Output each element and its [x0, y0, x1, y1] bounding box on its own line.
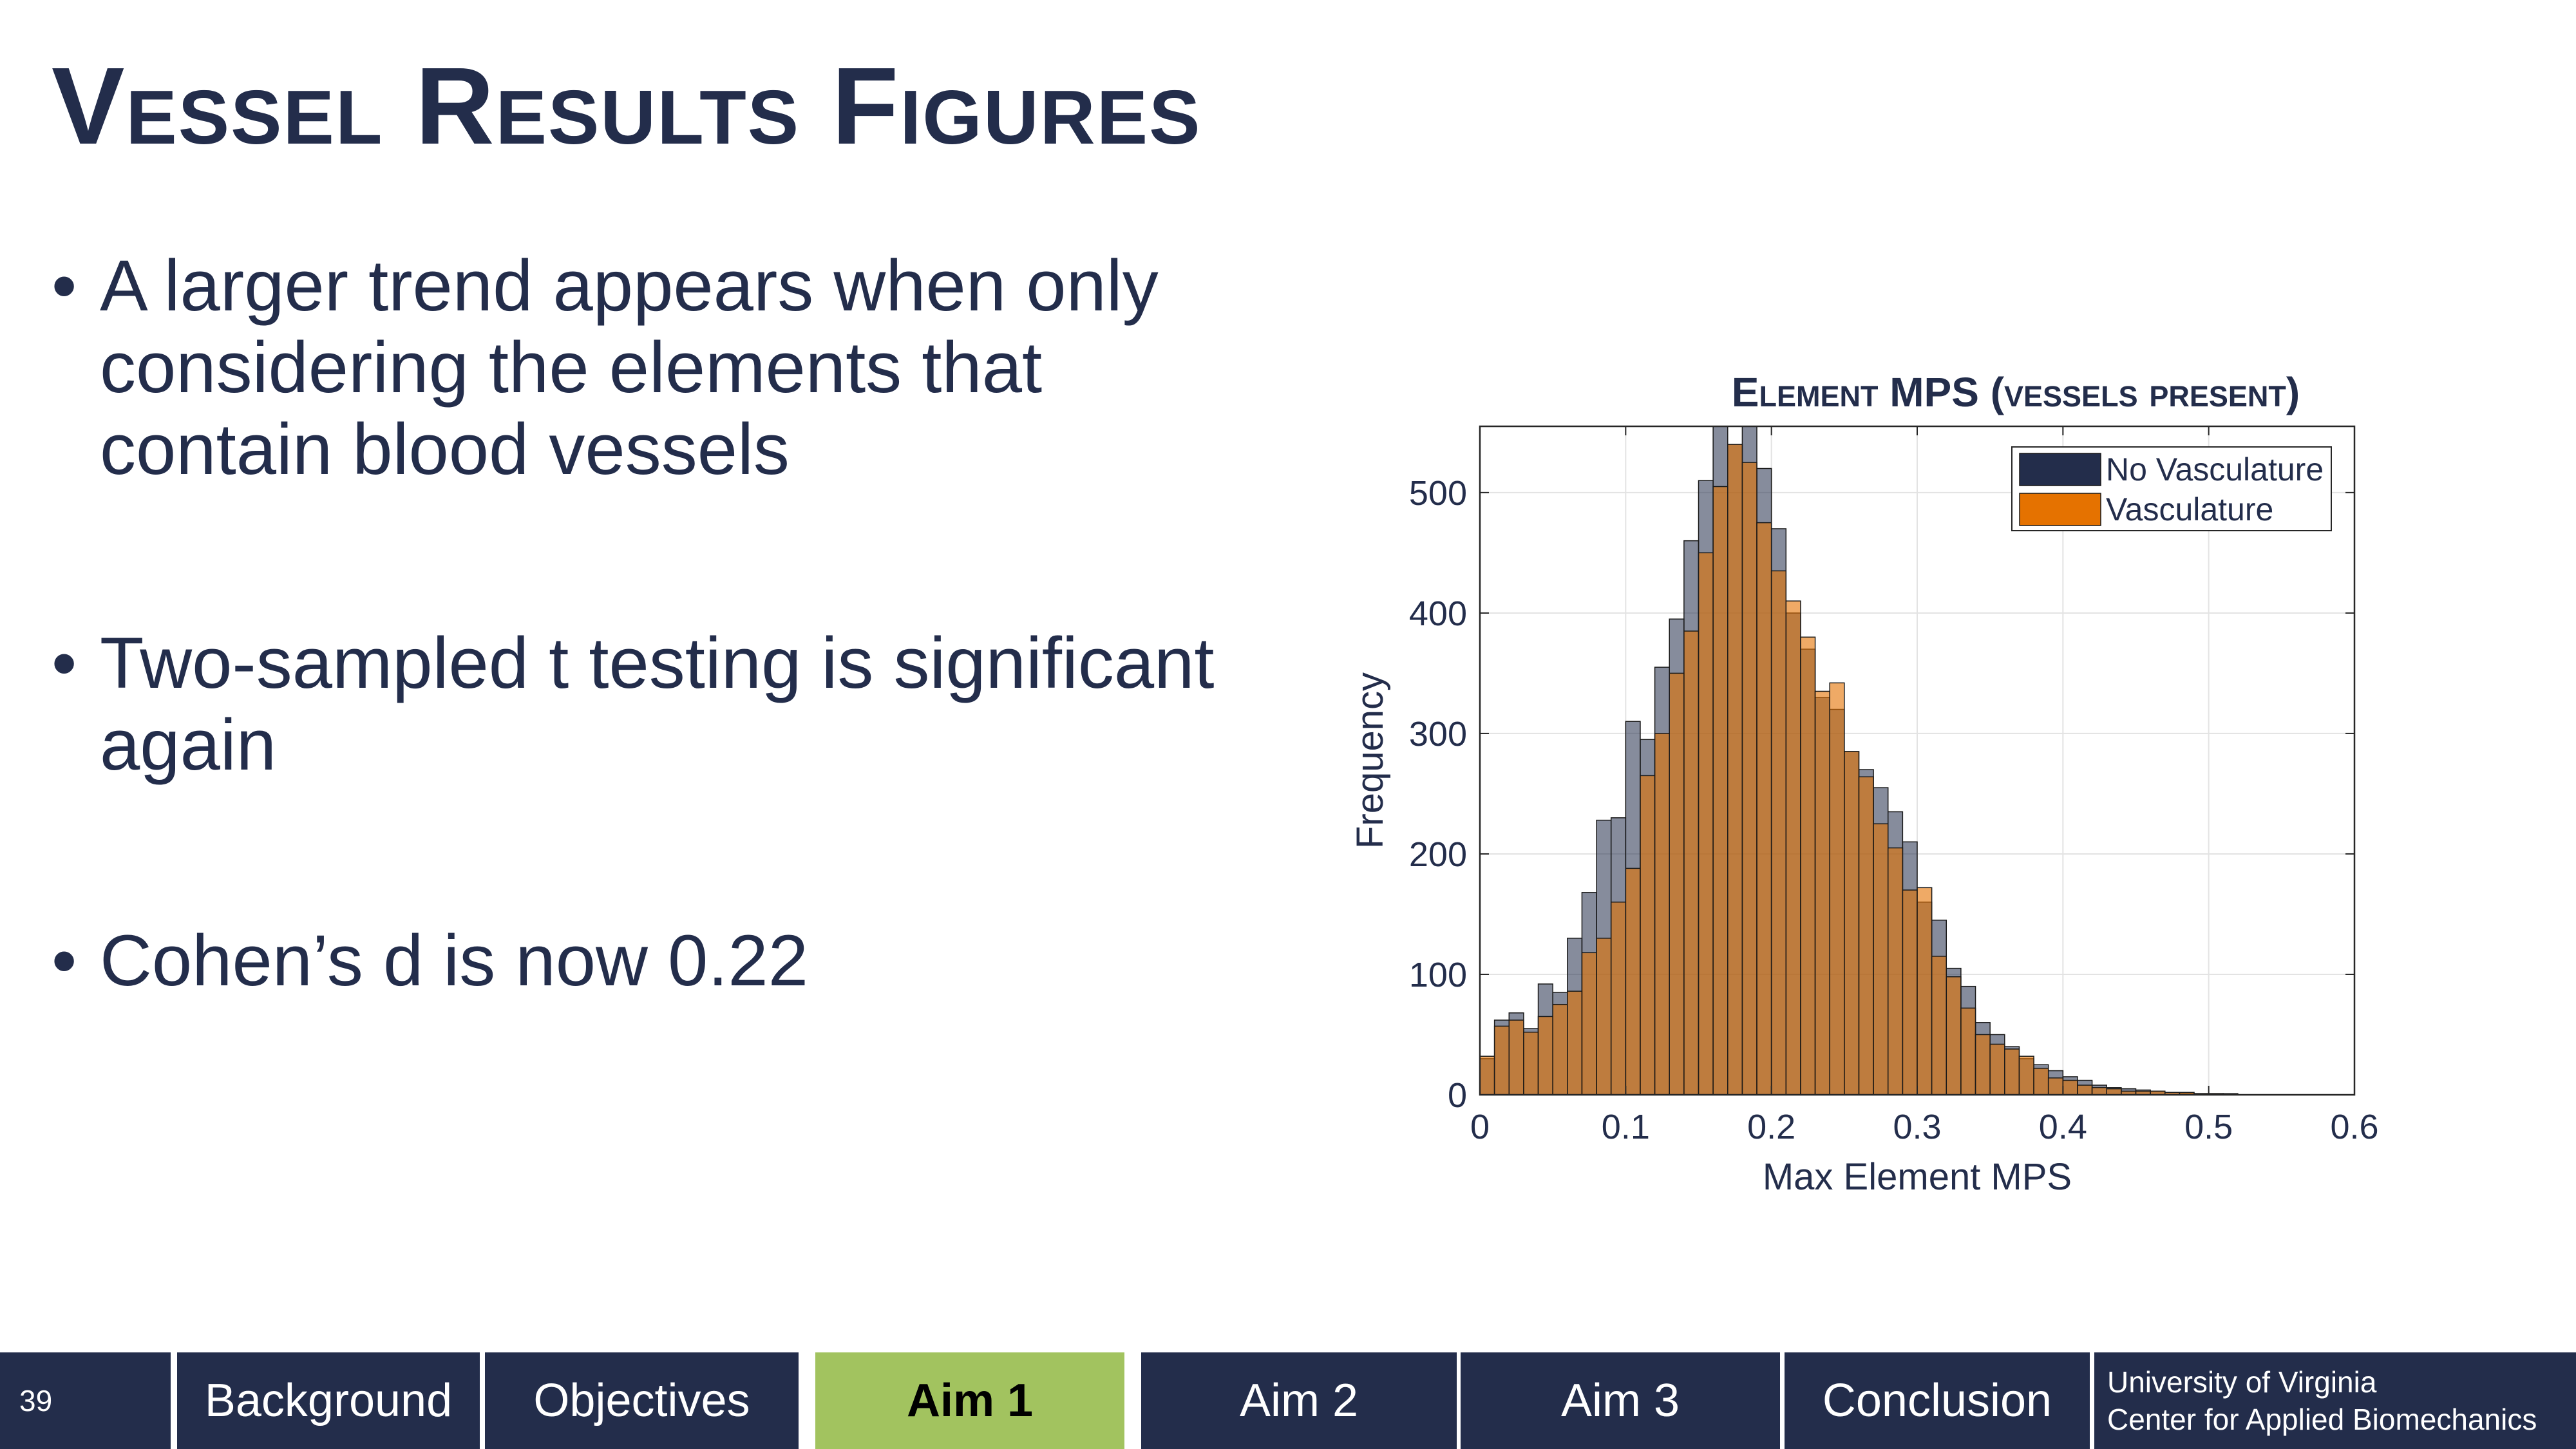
histogram-bar	[1493, 1025, 1510, 1095]
slide-title: Vessel Results Figures	[52, 45, 1202, 167]
footer-nav: 39 Background Objectives Aim 1 Aim 2 Aim…	[0, 1352, 2576, 1449]
histogram-bar	[1698, 552, 1714, 1095]
histogram-bar	[1931, 956, 1947, 1095]
histogram-bar	[1917, 887, 1933, 1095]
histogram-bar	[1640, 775, 1656, 1095]
histogram-bar	[1829, 682, 1845, 1095]
histogram-bar	[2106, 1088, 2122, 1095]
histogram-bar	[1741, 462, 1757, 1095]
tab-aim-2[interactable]: Aim 2	[1141, 1352, 1457, 1449]
chart-title: Element MPS (vessels present)	[1731, 369, 2300, 415]
y-tick-label: 200	[1409, 835, 1467, 874]
university-name: University of Virginia	[2107, 1365, 2377, 1399]
histogram-bar	[1873, 823, 1889, 1095]
x-tick-label: 0.2	[1747, 1108, 1795, 1146]
histogram-bar	[1610, 902, 1627, 1095]
x-axis-label: Max Element MPS	[1763, 1156, 2072, 1198]
tab-aim-1[interactable]: Aim 1	[815, 1352, 1124, 1449]
histogram-bar	[1669, 672, 1685, 1095]
x-tick-label: 0	[1470, 1108, 1490, 1146]
histogram-bar	[1800, 636, 1816, 1095]
histogram-bar	[1844, 751, 1860, 1095]
histogram-bar	[1683, 630, 1700, 1095]
histogram-bar	[1552, 1003, 1568, 1095]
histogram-bar	[2047, 1077, 2064, 1095]
histogram-bar	[1946, 976, 1962, 1095]
histogram-bar	[1975, 1034, 1991, 1095]
histogram-bar	[2033, 1068, 2049, 1095]
center-name: Center for Applied Biomechanics	[2107, 1403, 2537, 1436]
histogram-bar	[1727, 444, 1743, 1095]
histogram-bar	[2004, 1048, 2020, 1095]
histogram-bar	[1785, 600, 1801, 1095]
histogram-bar	[1523, 1031, 1539, 1095]
x-tick-label: 0.1	[1602, 1108, 1650, 1146]
histogram-bar	[2091, 1087, 2107, 1095]
y-tick-label: 0	[1448, 1076, 1467, 1115]
histogram-bar	[1537, 1016, 1553, 1095]
histogram-bar	[1654, 733, 1670, 1095]
bullet-item: Cohen’s d is now 0.22	[52, 920, 1259, 1001]
tab-objectives[interactable]: Objectives	[485, 1352, 799, 1449]
histogram-bar	[1887, 847, 1904, 1095]
x-tick-label: 0.4	[2039, 1108, 2087, 1146]
tab-aim-3[interactable]: Aim 3	[1461, 1352, 1780, 1449]
legend-swatch	[2019, 493, 2101, 526]
histogram-bar	[1479, 1056, 1495, 1095]
y-tick-label: 100	[1409, 956, 1467, 994]
x-tick-label: 0.6	[2330, 1108, 2378, 1146]
y-tick-label: 500	[1409, 474, 1467, 513]
x-tick-label: 0.3	[1893, 1108, 1941, 1146]
histogram-bar	[1858, 776, 1874, 1095]
university-block: University of Virginia Center for Applie…	[2094, 1352, 2576, 1449]
histogram-bar	[1989, 1043, 2005, 1095]
histogram-bar	[2018, 1056, 2034, 1095]
tab-background[interactable]: Background	[177, 1352, 480, 1449]
histogram-bar	[1596, 938, 1612, 1095]
y-tick-label: 400	[1409, 594, 1467, 633]
histogram-bar	[1581, 952, 1597, 1095]
y-tick-label: 300	[1409, 715, 1467, 753]
histogram-bar	[1960, 1007, 1976, 1095]
histogram-bar	[2077, 1084, 2093, 1095]
histogram-bar	[1625, 867, 1641, 1095]
bullet-item: Two-sampled t testing is significant aga…	[52, 622, 1323, 786]
y-axis-label: Frequency	[1349, 672, 1391, 849]
histogram-bar	[1756, 522, 1772, 1095]
histogram-bar	[1902, 889, 1918, 1095]
histogram-chart: 0 0.1 0.2 0.3 0.4 0.5 0.6 0 100 200 300 400 500 Max E…	[1349, 425, 2379, 1198]
histogram-bar	[1770, 570, 1787, 1095]
histogram-bar	[1508, 1019, 1524, 1095]
tab-conclusion[interactable]: Conclusion	[1785, 1352, 2090, 1449]
histogram-bar	[1567, 990, 1583, 1095]
legend-swatch	[2019, 453, 2101, 486]
histogram-bar	[1814, 690, 1830, 1095]
histogram-bar	[2062, 1079, 2078, 1095]
legend-label: Vasculature	[2106, 491, 2273, 527]
page-number: 39	[0, 1352, 171, 1449]
legend-label: No Vasculature	[2106, 451, 2324, 488]
bullet-item: A larger trend appears when only conside…	[52, 245, 1259, 490]
histogram-bar	[1712, 486, 1728, 1095]
x-tick-label: 0.5	[2184, 1108, 2233, 1146]
